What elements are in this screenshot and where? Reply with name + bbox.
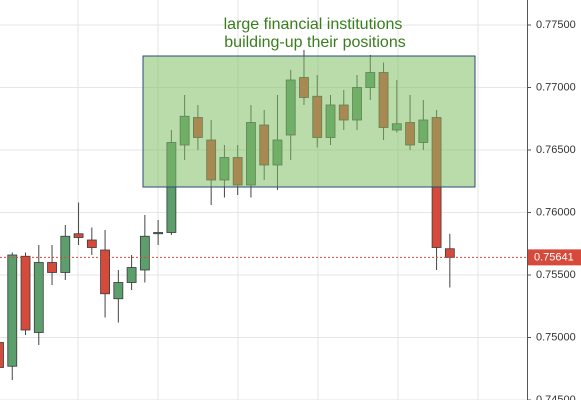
last-price-box bbox=[528, 249, 581, 266]
candle-body bbox=[0, 342, 4, 368]
candle-body bbox=[60, 235, 71, 273]
annotation: large financial institutions bbox=[224, 16, 403, 33]
y-tick-label: 0.77000 bbox=[536, 81, 576, 93]
candle-body bbox=[73, 233, 84, 238]
last-price: 0.75641 bbox=[0, 249, 581, 266]
candle-body bbox=[126, 267, 137, 283]
candle-body bbox=[139, 235, 150, 271]
candle-body bbox=[153, 232, 164, 235]
y-tick-label: 0.77500 bbox=[536, 19, 576, 31]
y-tick-label: 0.75000 bbox=[536, 331, 576, 343]
annotation: building-up their positions bbox=[224, 34, 405, 51]
candle-body bbox=[86, 239, 97, 248]
y-tick-label: 0.76500 bbox=[536, 144, 576, 156]
candle-body bbox=[113, 282, 124, 300]
y-tick-label: 0.75500 bbox=[536, 269, 576, 281]
candle-body bbox=[444, 248, 455, 258]
highlight-box bbox=[142, 55, 476, 188]
y-tick-label: 0.76000 bbox=[536, 206, 576, 218]
last-price-label: 0.75641 bbox=[534, 251, 574, 263]
price-axis: 0.74500 0.75000 0.75500 0.76000 0.76500 0.770… bbox=[527, 0, 576, 400]
candle-body bbox=[47, 262, 57, 273]
candle-body bbox=[100, 249, 110, 295]
candle-body bbox=[20, 255, 31, 331]
candle-body bbox=[33, 262, 44, 333]
candle-body bbox=[7, 254, 18, 367]
y-tick-label: 0.74500 bbox=[536, 394, 576, 400]
